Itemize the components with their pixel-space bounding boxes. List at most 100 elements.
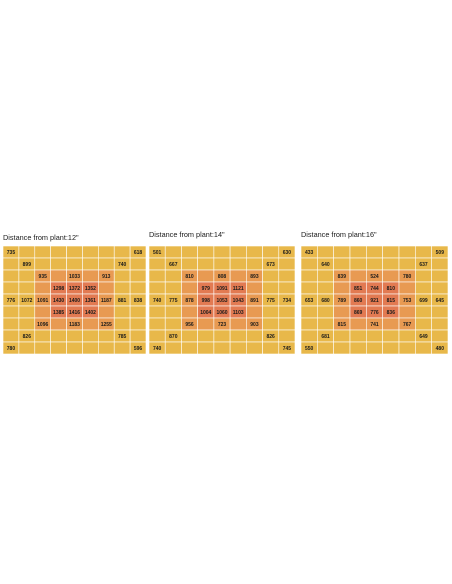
heatmap-cell xyxy=(262,281,280,295)
cell-value-label: 921 xyxy=(370,298,379,304)
heatmap-cell xyxy=(2,305,20,319)
heatmap-cell xyxy=(317,341,334,355)
heatmap-cell xyxy=(34,329,51,343)
cell-value-label: 524 xyxy=(370,274,379,280)
heatmap-cell xyxy=(213,329,231,343)
heatmap-cell xyxy=(213,257,231,271)
heatmap-cell xyxy=(82,329,99,343)
cell-value-label: 815 xyxy=(387,298,396,304)
heatmap-cell xyxy=(278,305,296,319)
cell-value-label: 775 xyxy=(266,298,275,304)
heatmap-cell xyxy=(197,269,215,283)
cell-value-label: 645 xyxy=(436,298,445,304)
cell-value-label: 681 xyxy=(321,334,330,340)
heatmap-cell xyxy=(366,245,383,259)
heatmap-cell xyxy=(300,257,318,271)
heatmap-cell xyxy=(113,245,131,259)
heatmap-cell xyxy=(2,329,20,343)
heatmap-cell xyxy=(398,329,416,343)
heatmap-cell xyxy=(82,269,99,283)
heatmap-cell xyxy=(333,257,351,271)
cell-value-label: 815 xyxy=(338,322,347,328)
cell-value-label: 1004 xyxy=(200,310,211,316)
heatmap-cell xyxy=(113,269,131,283)
heatmap-cell xyxy=(98,329,115,343)
heatmap-cell xyxy=(278,341,296,355)
cell-value-label: 1430 xyxy=(53,298,64,304)
cell-value-label: 826 xyxy=(266,334,275,340)
heatmap-cell xyxy=(262,341,280,355)
heatmap-cell xyxy=(98,281,115,295)
cell-value-label: 839 xyxy=(338,274,347,280)
heatmap-cell xyxy=(148,269,166,283)
heatmap-cell xyxy=(300,281,318,295)
heatmap-cell xyxy=(113,317,131,331)
heatmap-cell xyxy=(50,329,67,343)
cell-value-label: 881 xyxy=(118,298,127,304)
heatmap-cell xyxy=(349,245,367,259)
heatmap-cell xyxy=(197,341,215,355)
heatmap-cell xyxy=(246,329,263,343)
panel-title: Distance from plant:16" xyxy=(301,230,377,239)
heatmap-cell xyxy=(148,281,166,295)
cell-value-label: 1372 xyxy=(69,286,80,292)
cell-value-label: 680 xyxy=(321,298,330,304)
heatmap-cell xyxy=(18,305,36,319)
heatmap-grid: 501 630 667 673 810 808 893 979 1091 1121 740 775 87… xyxy=(148,245,296,355)
cell-value-label: 480 xyxy=(436,346,445,352)
cell-value-label: 878 xyxy=(185,298,194,304)
heatmap-cell xyxy=(262,305,280,319)
cell-value-label: 734 xyxy=(283,298,292,304)
heatmap-cell xyxy=(66,257,83,271)
heatmap-cell xyxy=(181,257,198,271)
heatmap-cell xyxy=(398,305,416,319)
heatmap-cell xyxy=(246,341,263,355)
heatmap-cell xyxy=(349,329,367,343)
heatmap-cell xyxy=(278,257,296,271)
heatmap-cell xyxy=(50,257,67,271)
heatmap-cell xyxy=(129,257,147,271)
heatmap-cell xyxy=(148,257,166,271)
heatmap-cell xyxy=(246,245,263,259)
cell-value-label: 780 xyxy=(7,346,16,352)
heatmap-cell xyxy=(34,257,51,271)
heatmap-cell xyxy=(82,257,99,271)
cell-value-label: 913 xyxy=(102,274,111,280)
heatmap-cell xyxy=(181,245,198,259)
cell-value-label: 1402 xyxy=(85,310,96,316)
heatmap-cell xyxy=(164,341,182,355)
cell-value-label: 903 xyxy=(250,322,259,328)
heatmap-cell xyxy=(82,317,99,331)
cell-value-label: 745 xyxy=(283,346,292,352)
cell-value-label: 785 xyxy=(118,334,127,340)
heatmap-cell xyxy=(164,245,182,259)
cell-value-label: 501 xyxy=(153,250,162,256)
cell-value-label: 891 xyxy=(250,298,259,304)
cell-value-label: 860 xyxy=(354,298,363,304)
cell-value-label: 1091 xyxy=(216,286,227,292)
heatmap-cell xyxy=(2,257,20,271)
heatmap-cell xyxy=(50,269,67,283)
heatmap-cell xyxy=(382,317,400,331)
heatmap-cell xyxy=(98,305,115,319)
panel-title: Distance from plant:14" xyxy=(149,230,225,239)
heatmap-cell xyxy=(229,317,247,331)
cell-value-label: 1103 xyxy=(233,310,244,316)
cell-value-label: 649 xyxy=(419,334,428,340)
cell-value-label: 836 xyxy=(387,310,396,316)
cell-value-label: 667 xyxy=(169,262,178,268)
cell-value-label: 826 xyxy=(23,334,32,340)
heatmap-cell xyxy=(415,341,432,355)
heatmap-cell xyxy=(317,305,334,319)
cell-value-label: 1091 xyxy=(37,298,48,304)
heatmap-cell xyxy=(300,269,318,283)
heatmap-cell xyxy=(197,329,215,343)
cell-value-label: 775 xyxy=(169,298,178,304)
heatmap-cell xyxy=(317,269,334,283)
cell-value-label: 744 xyxy=(370,286,379,292)
cell-value-label: 740 xyxy=(153,346,162,352)
cell-value-label: 808 xyxy=(218,274,227,280)
heatmap-cell xyxy=(398,281,416,295)
heatmap-cell xyxy=(98,257,115,271)
heatmap-cell xyxy=(2,269,20,283)
